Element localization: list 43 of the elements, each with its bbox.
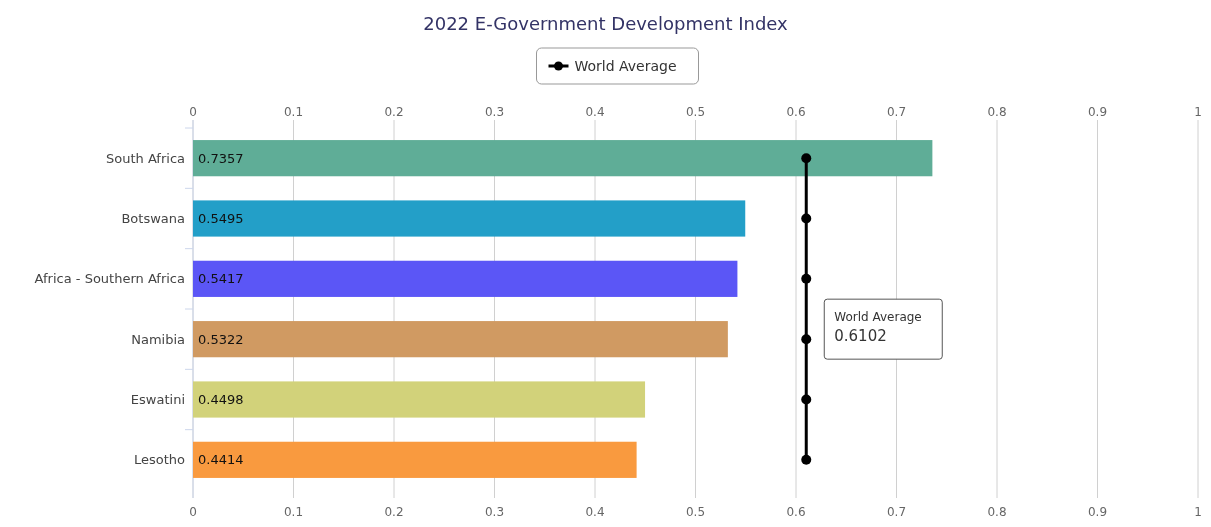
y-tick-label: Botswana xyxy=(121,211,185,227)
x2-tick-label: 0.5 xyxy=(685,505,706,519)
x2-tick-label: 0 xyxy=(189,505,197,519)
x-tick-label: 1 xyxy=(1194,105,1202,119)
x2-tick-label: 1 xyxy=(1194,505,1202,519)
x2-tick-label: 0.2 xyxy=(384,505,404,519)
y-tick-label: South Africa xyxy=(106,150,185,166)
x2-tick-label: 0.8 xyxy=(987,505,1007,519)
x-tick-label: 0.9 xyxy=(1087,105,1108,119)
x-tick-label: 0.1 xyxy=(283,105,304,119)
data-label: 0.4414 xyxy=(198,452,244,468)
x-tick-label: 0.5 xyxy=(685,105,706,119)
data-label: 0.5417 xyxy=(198,271,244,287)
y-tick-label: Eswatini xyxy=(130,392,185,408)
data-label: 0.5495 xyxy=(198,211,244,227)
bar xyxy=(193,381,646,418)
x-tick-label: 0.8 xyxy=(987,105,1007,119)
x2-tick-label: 0.9 xyxy=(1087,505,1108,519)
x-tick-label: 0.6 xyxy=(786,105,806,119)
x-tick-label: 0.3 xyxy=(484,105,505,119)
x-tick-label: 0.4 xyxy=(585,105,605,119)
data-label: 0.7357 xyxy=(198,150,244,166)
bar xyxy=(193,200,746,237)
chart-title: 2022 E-Government Development Index xyxy=(423,13,789,34)
bar xyxy=(193,441,637,478)
annotation: World Average 0.6102 xyxy=(834,310,922,346)
bar xyxy=(193,260,738,297)
x-tick-label: 0 xyxy=(189,105,197,119)
bar xyxy=(193,321,728,358)
x2-tick-label: 0.6 xyxy=(786,505,806,519)
y-tick-label: Namibia xyxy=(131,331,185,347)
data-label: 0.4498 xyxy=(198,392,244,408)
bar xyxy=(193,140,933,177)
legend-label: World Average xyxy=(574,57,677,74)
y-tick-label: Africa - Southern Africa xyxy=(34,271,185,287)
x-tick-label: 0.2 xyxy=(384,105,404,119)
data-label: 0.5322 xyxy=(198,331,244,347)
x2-tick-label: 0.3 xyxy=(484,505,505,519)
x2-tick-label: 0.4 xyxy=(585,505,605,519)
x-tick-label: 0.7 xyxy=(886,105,907,119)
y-tick-label: Lesotho xyxy=(133,452,186,468)
x2-tick-label: 0.7 xyxy=(886,505,907,519)
x2-tick-label: 0.1 xyxy=(283,505,304,519)
